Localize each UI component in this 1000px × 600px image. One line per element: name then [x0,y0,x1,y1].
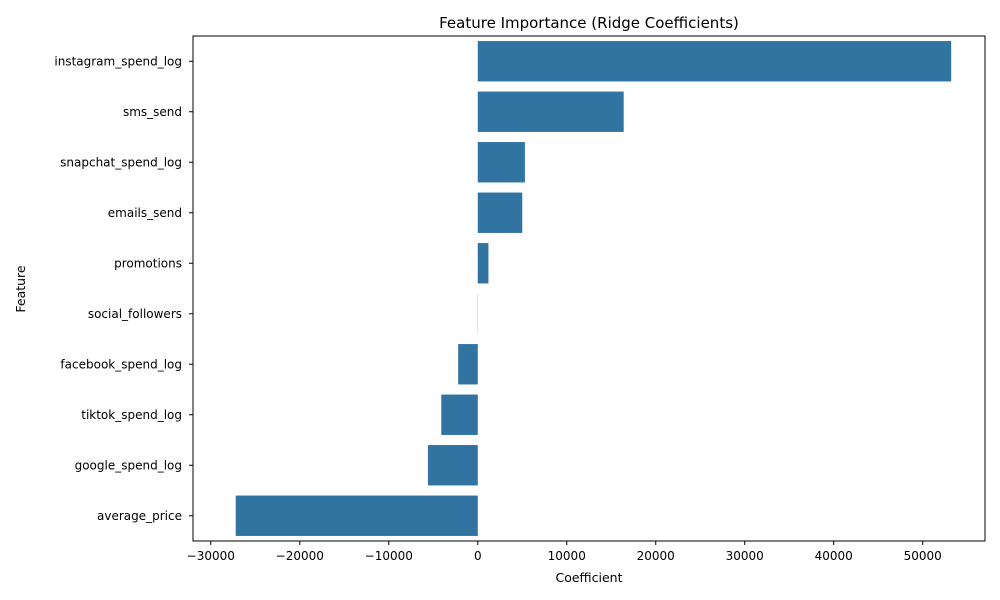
y-tick-label: facebook_spend_log [60,357,182,371]
x-tick-label: 50000 [904,549,942,563]
x-tick-label: 20000 [637,549,675,563]
bars-group [235,41,952,536]
bar-emails_send [477,192,523,233]
y-tick-label: google_spend_log [75,458,182,472]
bar-facebook_spend_log [458,344,478,385]
bar-tiktok_spend_log [441,394,478,435]
plot-frame [192,35,986,542]
bar-sms_send [477,91,624,132]
bar-promotions [477,243,489,284]
x-tick-label: 40000 [815,549,853,563]
y-tick-label: social_followers [88,307,182,321]
x-tick-label: −10000 [365,549,413,563]
x-tick-label: 10000 [548,549,586,563]
x-tick-label: −20000 [276,549,324,563]
y-tick-label: emails_send [108,206,182,220]
bar-average_price [235,495,478,536]
y-tick-label: promotions [114,256,182,270]
y-tick-label: sms_send [123,105,182,119]
chart-title: Feature Importance (Ridge Coefficients) [439,14,739,32]
x-tick-label: 30000 [726,549,764,563]
y-axis-ticks: instagram_spend_log sms_send snapchat_spen… [54,54,193,523]
bar-snapchat_spend_log [477,142,525,183]
x-tick-label: −30000 [187,549,235,563]
y-tick-label: tiktok_spend_log [81,408,182,422]
bar-instagram_spend_log [477,41,952,82]
bar-google_spend_log [427,445,478,486]
y-axis-label: Feature [13,265,28,313]
y-tick-label: average_price [97,509,182,523]
y-tick-label: snapchat_spend_log [60,155,182,169]
x-tick-label: 0 [474,549,482,563]
y-tick-label: instagram_spend_log [54,54,182,68]
x-axis-ticks: −30000 −20000 −10000 0 10000 20000 30000 40000 5… [187,541,942,563]
x-axis-label: Coefficient [555,570,622,585]
